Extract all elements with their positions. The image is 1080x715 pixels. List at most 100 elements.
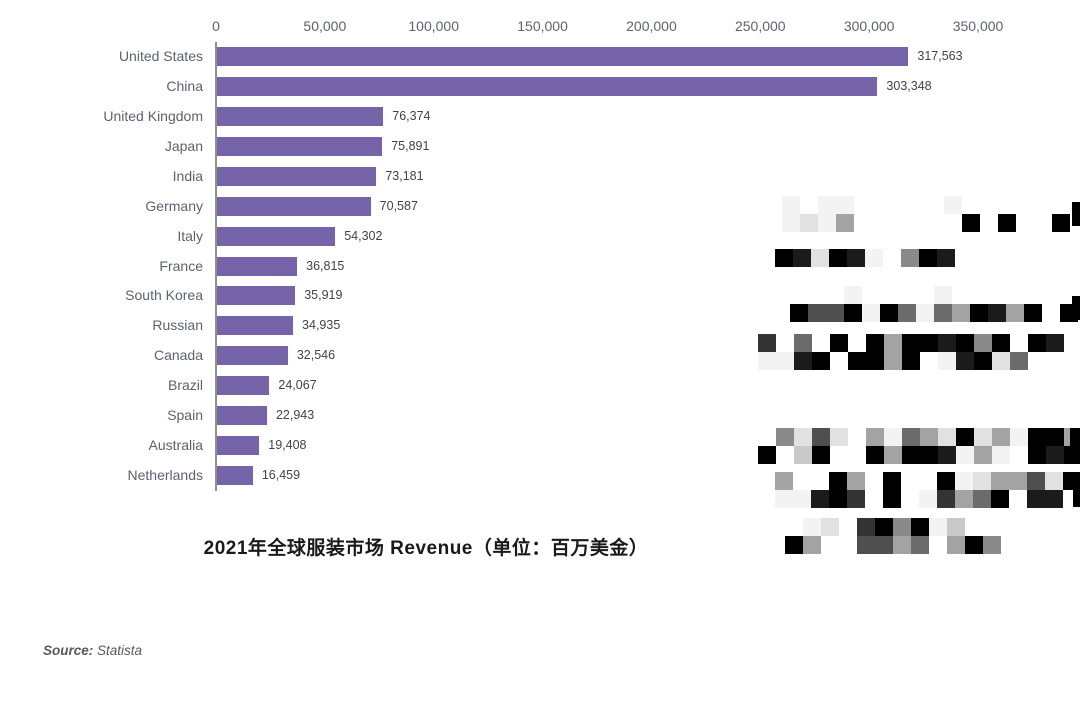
redacted-mosaic-cell bbox=[902, 428, 920, 446]
category-label: Netherlands bbox=[127, 466, 204, 483]
redacted-mosaic-cell bbox=[884, 352, 902, 370]
redacted-mosaic-cell bbox=[875, 536, 893, 554]
redacted-mosaic-cell bbox=[875, 518, 893, 536]
redacted-mosaic-cell bbox=[934, 304, 952, 322]
redacted-mosaic-cell bbox=[991, 490, 1009, 508]
category-label: Russian bbox=[152, 317, 203, 334]
redacted-mosaic-cell bbox=[920, 446, 938, 464]
value-label: 22,943 bbox=[275, 407, 315, 422]
source-note: Source: Statista bbox=[43, 643, 142, 658]
redacted-mosaic-cell bbox=[848, 352, 866, 370]
redacted-mosaic-cell bbox=[1006, 304, 1024, 322]
redacted-mosaic-cell bbox=[920, 428, 938, 446]
redacted-mosaic-cell bbox=[826, 304, 844, 322]
redacted-mosaic-cell bbox=[988, 304, 1006, 322]
redacted-mosaic-cell bbox=[938, 428, 956, 446]
value-label: 35,919 bbox=[304, 288, 343, 303]
bar bbox=[217, 465, 253, 485]
redacted-mosaic-cell bbox=[847, 472, 865, 490]
redacted-mosaic-cell bbox=[793, 490, 811, 508]
redacted-mosaic-cell bbox=[794, 352, 812, 370]
redacted-mosaic-cell bbox=[1009, 472, 1027, 490]
x-axis-tick-label: 200,000 bbox=[626, 18, 677, 34]
redacted-mosaic-cell bbox=[812, 352, 830, 370]
redacted-mosaic-cell bbox=[1028, 428, 1046, 446]
redacted-mosaic-cell bbox=[803, 518, 821, 536]
bar bbox=[217, 346, 288, 366]
bar bbox=[217, 256, 298, 276]
bar bbox=[217, 316, 294, 336]
value-label: 75,891 bbox=[391, 139, 430, 154]
category-label: Italy bbox=[177, 227, 203, 244]
category-label: United States bbox=[118, 48, 203, 65]
redacted-mosaic-cell bbox=[956, 428, 974, 446]
redacted-mosaic-cell bbox=[893, 518, 911, 536]
redacted-mosaic-cell bbox=[929, 518, 947, 536]
x-axis-tick-label: 350,000 bbox=[952, 18, 1004, 34]
redacted-mosaic-cell bbox=[991, 472, 1009, 490]
redacted-mosaic-cell bbox=[938, 352, 956, 370]
bar bbox=[217, 137, 383, 157]
x-axis-tick-label: 250,000 bbox=[734, 18, 786, 34]
redacted-mosaic-cell bbox=[1028, 334, 1046, 352]
redacted-mosaic-cell bbox=[1010, 352, 1028, 370]
value-label: 32,546 bbox=[296, 348, 336, 363]
category-label: United Kingdom bbox=[103, 108, 203, 125]
category-label: Canada bbox=[153, 347, 203, 364]
redacted-mosaic-cell bbox=[1046, 446, 1064, 464]
redacted-mosaic-cell bbox=[847, 249, 865, 267]
redacted-mosaic-cell bbox=[880, 304, 898, 322]
redacted-mosaic-cell bbox=[884, 334, 902, 352]
redacted-mosaic-cell bbox=[911, 536, 929, 554]
redacted-mosaic-cell bbox=[962, 214, 980, 232]
redacted-mosaic-cell bbox=[1045, 490, 1063, 508]
redacted-mosaic-cell bbox=[902, 352, 920, 370]
redacted-mosaic-cell bbox=[883, 490, 901, 508]
redacted-mosaic-cell bbox=[821, 518, 839, 536]
redacted-mosaic-cell bbox=[947, 518, 965, 536]
redacted-mosaic-cell bbox=[776, 352, 794, 370]
bar bbox=[217, 435, 260, 455]
redacted-mosaic-cell bbox=[758, 352, 776, 370]
redacted-mosaic-cell bbox=[775, 249, 793, 267]
chart-title: 2021年全球服装市场 Revenue（单位：百万美金） bbox=[203, 538, 649, 559]
redacted-mosaic-cell bbox=[956, 446, 974, 464]
source-label: Source: bbox=[43, 643, 94, 658]
redacted-mosaic-cell bbox=[818, 196, 836, 214]
x-axis-tick-label: 100,000 bbox=[408, 18, 460, 34]
x-axis-tick-label: 0 bbox=[212, 18, 220, 34]
x-axis-tick-label: 150,000 bbox=[517, 18, 568, 34]
redacted-mosaic-cell bbox=[916, 304, 934, 322]
redacted-mosaic-cell bbox=[938, 446, 956, 464]
redacted-mosaic-cell bbox=[793, 249, 811, 267]
redacted-mosaic-cell bbox=[955, 472, 973, 490]
value-label: 54,302 bbox=[344, 228, 383, 243]
redacted-mosaic-cell bbox=[776, 428, 794, 446]
redacted-mosaic-cell bbox=[758, 334, 776, 352]
value-label: 36,815 bbox=[306, 258, 345, 273]
redacted-mosaic-cell bbox=[847, 490, 865, 508]
redacted-mosaic-cell bbox=[934, 286, 952, 304]
value-label: 34,935 bbox=[302, 318, 341, 333]
redacted-mosaic-cell bbox=[911, 518, 929, 536]
redacted-mosaic-cell bbox=[1010, 428, 1028, 446]
redacted-mosaic-cell bbox=[857, 518, 875, 536]
category-label: China bbox=[166, 78, 203, 95]
redacted-mosaic-cell bbox=[956, 352, 974, 370]
redacted-mosaic-cell bbox=[829, 490, 847, 508]
redacted-mosaic-cell bbox=[829, 249, 847, 267]
category-label: Spain bbox=[167, 406, 203, 423]
redacted-mosaic-cell bbox=[974, 428, 992, 446]
redacted-mosaic-cell bbox=[857, 536, 875, 554]
redacted-mosaic-cell bbox=[758, 446, 776, 464]
value-label: 24,067 bbox=[278, 377, 317, 392]
redacted-mosaic-cell bbox=[902, 334, 920, 352]
redacted-mosaic-cell bbox=[998, 214, 1016, 232]
redacted-mosaic-cell bbox=[800, 214, 818, 232]
redacted-mosaic-cell bbox=[883, 472, 901, 490]
redacted-mosaic-cell bbox=[866, 446, 884, 464]
redacted-mosaic-cell bbox=[973, 490, 991, 508]
redacted-mosaic-cell bbox=[1046, 428, 1064, 446]
redacted-glyph-sliver bbox=[1070, 428, 1080, 464]
redacted-mosaic-cell bbox=[937, 472, 955, 490]
